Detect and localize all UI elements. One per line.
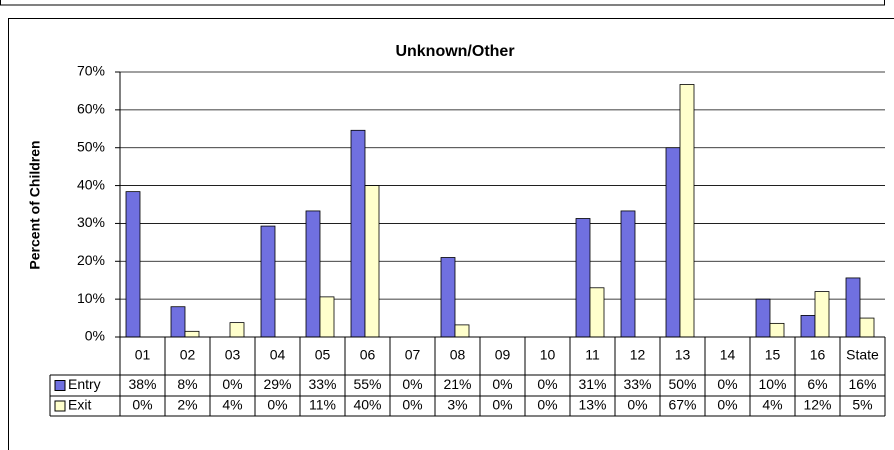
- x-tick-label: 07: [405, 347, 421, 363]
- top-frame: [0, 0, 885, 6]
- table-cell: 33%: [623, 376, 651, 392]
- bar: [229, 322, 245, 338]
- x-tick-label: 01: [135, 347, 151, 363]
- table-cell: 40%: [353, 397, 381, 413]
- x-tick-label: 03: [225, 347, 241, 363]
- table-cell: 33%: [308, 376, 336, 392]
- table-cell: 29%: [263, 376, 291, 392]
- bar: [845, 277, 861, 338]
- table-cell: 12%: [803, 397, 831, 413]
- table-cell: 2%: [177, 397, 197, 413]
- bar: [125, 191, 141, 338]
- bar: [364, 185, 380, 338]
- chart-frame: [8, 18, 894, 450]
- table-cell: 11%: [309, 397, 336, 413]
- bar: [679, 84, 695, 338]
- chart-title: Unknown/Other: [395, 43, 514, 60]
- bar: [350, 129, 366, 338]
- table-cell: 38%: [128, 376, 156, 392]
- legend-label: Exit: [68, 397, 91, 413]
- table-cell: 0%: [717, 376, 737, 392]
- table-cell: 31%: [578, 376, 606, 392]
- table-cell: 67%: [668, 397, 696, 413]
- bar: [589, 287, 605, 338]
- bar: [260, 225, 276, 338]
- x-tick-label: 13: [675, 347, 691, 363]
- table-cell: 0%: [537, 376, 557, 392]
- table-cell: 5%: [852, 397, 872, 413]
- legend-key: [54, 400, 66, 412]
- x-tick-label: 09: [495, 347, 511, 363]
- bar: [800, 315, 816, 338]
- bar: [305, 210, 321, 338]
- table-cell: 0%: [222, 376, 242, 392]
- table-cell: 55%: [353, 376, 381, 392]
- bar: [859, 317, 875, 338]
- bar: [319, 296, 335, 338]
- table-cell: 0%: [267, 397, 287, 413]
- bar: [814, 291, 830, 338]
- x-tick-label: State: [846, 347, 879, 363]
- bar: [769, 322, 785, 338]
- table-cell: 6%: [807, 376, 827, 392]
- y-tick-label: 50%: [77, 138, 105, 154]
- y-tick-label: 10%: [77, 290, 105, 306]
- bar: [620, 210, 636, 338]
- legend-key: [54, 380, 66, 391]
- x-tick-label: 16: [810, 347, 826, 363]
- y-tick-label: 70%: [77, 63, 105, 79]
- bar: [454, 324, 470, 338]
- y-axis-title: Percent of Children: [27, 140, 43, 269]
- bar: [755, 298, 771, 338]
- x-tick-label: 11: [585, 347, 600, 363]
- table-cell: 0%: [537, 397, 557, 413]
- table-cell: 16%: [848, 376, 876, 392]
- table-cell: 0%: [402, 376, 422, 392]
- table-cell: 50%: [668, 376, 696, 392]
- bar: [170, 306, 186, 338]
- y-tick-label: 40%: [77, 176, 105, 192]
- table-cell: 0%: [402, 397, 422, 413]
- y-tick-label: 30%: [77, 214, 105, 230]
- x-tick-label: 08: [450, 347, 466, 363]
- table-cell: 0%: [717, 397, 737, 413]
- x-tick-label: 02: [180, 347, 196, 363]
- table-cell: 8%: [177, 376, 197, 392]
- x-tick-label: 14: [720, 347, 736, 363]
- table-cell: 0%: [492, 376, 512, 392]
- table-cell: 21%: [443, 376, 471, 392]
- y-tick-label: 60%: [77, 101, 105, 117]
- bar: [665, 147, 681, 338]
- table-cell: 0%: [132, 397, 152, 413]
- y-tick-label: 0%: [85, 328, 105, 344]
- x-tick-label: 15: [765, 347, 781, 363]
- table-cell: 3%: [447, 397, 467, 413]
- x-tick-label: 04: [270, 347, 286, 363]
- table-cell: 13%: [578, 397, 606, 413]
- table-cell: 4%: [762, 397, 782, 413]
- y-tick-label: 20%: [77, 252, 105, 268]
- x-tick-label: 06: [360, 347, 376, 363]
- table-cell: 4%: [222, 397, 242, 413]
- bar: [184, 330, 200, 338]
- x-tick-label: 12: [630, 347, 646, 363]
- table-cell: 0%: [627, 397, 647, 413]
- table-cell: 10%: [758, 376, 786, 392]
- bar: [440, 257, 456, 338]
- legend-label: Entry: [68, 376, 101, 392]
- bar: [575, 218, 591, 338]
- x-tick-label: 10: [540, 347, 556, 363]
- x-tick-label: 05: [315, 347, 331, 363]
- table-cell: 0%: [492, 397, 512, 413]
